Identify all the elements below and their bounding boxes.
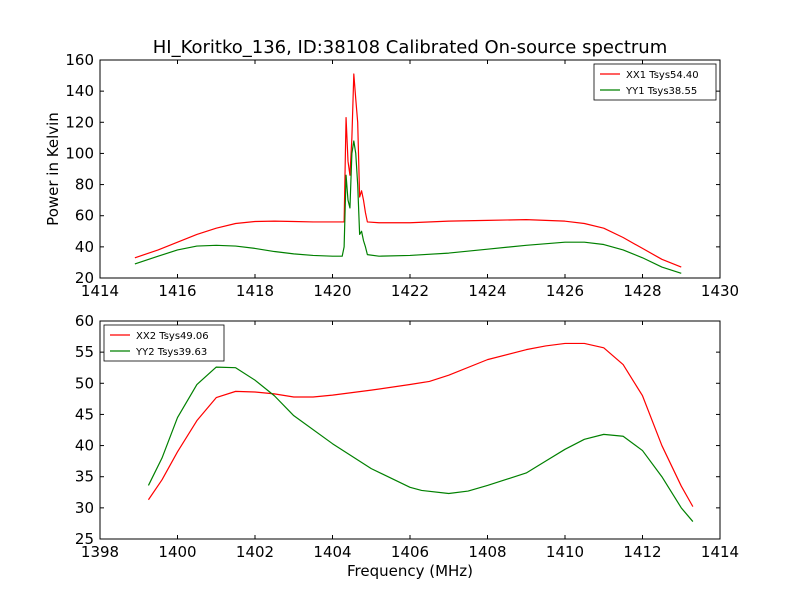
legend-label: XX2 Tsys49.06 bbox=[136, 331, 209, 342]
x-tick-label: 1398 bbox=[81, 543, 119, 561]
y-axis-label: Power in Kelvin bbox=[44, 112, 62, 226]
y-tick-label: 45 bbox=[75, 405, 94, 423]
legend-box bbox=[593, 63, 717, 101]
legend-box bbox=[103, 324, 225, 362]
x-tick-label: 1414 bbox=[701, 543, 739, 561]
y-tick-label: 40 bbox=[75, 437, 94, 455]
x-tick-label: 1412 bbox=[623, 543, 661, 561]
legend: XX2 Tsys49.06 YY2 Tsys39.63 bbox=[103, 324, 225, 362]
y-tick-label: 35 bbox=[75, 468, 94, 486]
y-tick-label: 160 bbox=[65, 51, 94, 69]
y-tick-label: 55 bbox=[75, 343, 94, 361]
x-axis-label: Frequency (MHz) bbox=[347, 562, 473, 580]
legend-label: YY2 Tsys39.63 bbox=[135, 347, 207, 358]
x-tick-label: 1414 bbox=[81, 282, 119, 300]
x-tick-label: 1422 bbox=[391, 282, 429, 300]
x-tick-label: 1418 bbox=[236, 282, 274, 300]
x-tick-label: 1416 bbox=[158, 282, 196, 300]
series-line-xx bbox=[134, 73, 682, 268]
x-tick-label: 1428 bbox=[623, 282, 661, 300]
y-tick-label: 60 bbox=[75, 207, 94, 225]
x-tick-label: 1400 bbox=[158, 543, 196, 561]
x-tick-label: 1430 bbox=[701, 282, 739, 300]
x-tick-label: 1402 bbox=[236, 543, 274, 561]
x-tick-label: 1424 bbox=[468, 282, 506, 300]
series-line-xx bbox=[147, 342, 694, 507]
x-tick-label: 1406 bbox=[391, 543, 429, 561]
y-tick-label: 20 bbox=[75, 269, 94, 287]
y-tick-label: 40 bbox=[75, 238, 94, 256]
x-tick-label: 1426 bbox=[546, 282, 584, 300]
y-tick-label: 60 bbox=[75, 312, 94, 330]
legend: XX1 Tsys54.40 YY1 Tsys38.55 bbox=[593, 63, 717, 101]
series-line-yy bbox=[147, 366, 694, 522]
series-line-yy bbox=[134, 140, 682, 274]
y-tick-label: 25 bbox=[75, 530, 94, 548]
x-tick-label: 1408 bbox=[468, 543, 506, 561]
x-tick-label: 1404 bbox=[313, 543, 351, 561]
y-tick-label: 120 bbox=[65, 113, 94, 131]
y-tick-label: 50 bbox=[75, 374, 94, 392]
y-tick-label: 80 bbox=[75, 176, 94, 194]
legend-label: XX1 Tsys54.40 bbox=[626, 70, 699, 81]
legend-label: YY1 Tsys38.55 bbox=[625, 86, 697, 97]
top-spectrum-plot: 1414 1416 1418 1420 1422 1424 1426 1428 1430 20 40… bbox=[44, 51, 739, 300]
figure-title: HI_Koritko_136, ID:38108 Calibrated On-s… bbox=[153, 37, 668, 58]
x-tick-label: 1410 bbox=[546, 543, 584, 561]
y-tick-label: 30 bbox=[75, 499, 94, 517]
bottom-spectrum-plot: 1398 1400 1402 1404 1406 1408 1410 1412 1414 25 30… bbox=[75, 312, 739, 580]
y-tick-label: 140 bbox=[65, 82, 94, 100]
y-tick-label: 100 bbox=[65, 144, 94, 162]
x-tick-label: 1420 bbox=[313, 282, 351, 300]
